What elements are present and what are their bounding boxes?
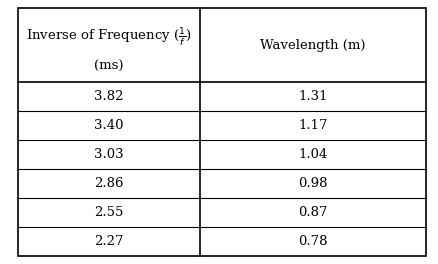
Text: 0.87: 0.87 [297,206,327,219]
Text: 3.82: 3.82 [94,90,123,103]
Text: 1.17: 1.17 [297,119,327,132]
Text: (ms): (ms) [94,59,123,73]
Text: 3.40: 3.40 [94,119,123,132]
Text: 0.98: 0.98 [297,177,327,190]
Text: 3.03: 3.03 [94,148,123,161]
Text: 2.27: 2.27 [94,235,123,248]
Text: Wavelength (m): Wavelength (m) [259,39,365,52]
Text: Inverse of Frequency ($\frac{1}{f}$): Inverse of Frequency ($\frac{1}{f}$) [25,25,191,48]
Text: 1.31: 1.31 [297,90,327,103]
Text: 2.55: 2.55 [94,206,123,219]
Text: 2.86: 2.86 [94,177,123,190]
Text: 1.04: 1.04 [297,148,327,161]
Text: 0.78: 0.78 [297,235,327,248]
